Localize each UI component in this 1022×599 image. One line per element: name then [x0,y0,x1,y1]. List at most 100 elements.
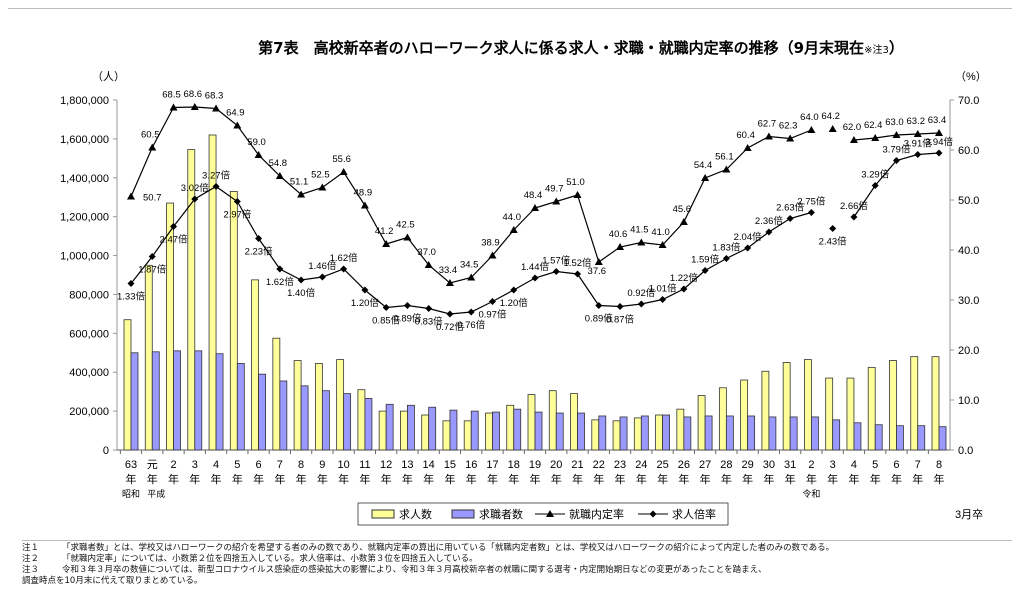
label-naitei-rate: 62.4 [864,120,883,131]
x-tick-suffix: 年 [785,472,796,486]
bar-kyushokushasu [300,385,309,451]
left-tick-label: 1,800,000 [60,95,109,107]
label-kyujin-bairitsu: 1.01倍 [649,283,677,295]
label-naitei-rate: 63.2 [906,116,925,127]
label-kyujin-bairitsu: 3.91倍 [904,138,932,150]
label-kyujin-bairitsu: 1.33倍 [117,291,145,303]
label-kyujin-bairitsu: 1.20倍 [500,297,528,309]
x-tick-suffix: 年 [593,472,604,486]
era-label: 昭和 [122,489,140,499]
x-tick-suffix: 年 [615,472,626,486]
bar-kyushokushasu [194,350,203,451]
bar-kyushokushasu [215,353,224,451]
point-kyujin-bairitsu [807,209,815,216]
bar-kyujinsu [846,377,855,451]
label-naitei-rate: 62.7 [758,119,777,130]
x-tick-label: 31 [784,459,796,471]
label-kyujin-bairitsu: 2.75倍 [797,196,825,208]
left-tick-label: 1,200,000 [60,212,109,224]
label-naitei-rate: 56.1 [715,152,734,163]
x-tick-label: 13 [401,459,413,471]
x-tick-label: 4 [851,459,857,471]
notes: 注１ 「求職者数」とは、学校又はハローワークの紹介を希望する者のみの数であり、就職… [22,540,1012,587]
bar-kyushokushasu [534,411,543,451]
label-kyujin-bairitsu: 0.89倍 [585,313,613,325]
legend-marker-diamond-icon [649,510,657,518]
label-kyujin-bairitsu: 0.92倍 [627,287,655,299]
point-naitei-rate [743,144,752,151]
bar-kyushokushasu [364,398,373,451]
label-naitei-rate: 54.4 [694,160,713,171]
bar-kyushokushasu [683,416,692,451]
x-tick-suffix: 年 [147,472,158,486]
x-tick-suffix: 年 [402,472,413,486]
right-tick-label: 20.0 [958,345,979,357]
bar-kyushokushasu [407,404,415,451]
label-kyujin-bairitsu: 1.52倍 [564,257,592,269]
label-kyujin-bairitsu: 0.83倍 [415,316,443,328]
point-kyujin-bairitsu [382,304,390,311]
point-naitei-rate [531,204,539,211]
x-tick-suffix: 年 [211,472,222,486]
point-naitei-rate [552,197,561,205]
bar-kyujinsu [655,414,663,451]
point-naitei-rate [233,121,242,129]
point-naitei-rate [701,174,710,181]
left-tick-label: 1,000,000 [60,251,109,263]
point-kyujin-bairitsu [659,296,667,303]
point-naitei-rate [254,151,263,158]
x-tick-suffix: 年 [572,472,583,486]
x-tick-label: 17 [486,459,498,471]
bar-kyushokushasu [449,409,458,451]
label-kyujin-bairitsu: 3.94倍 [925,136,953,148]
point-kyujin-bairitsu [510,286,518,294]
x-tick-suffix: 年 [806,472,817,486]
bar-kyushokushasu [513,408,522,451]
bar-kyushokushasu [173,350,181,451]
x-tick-suffix: 年 [827,472,838,486]
bar-kyujinsu [804,359,812,451]
label-kyujin-bairitsu: 0.97倍 [478,309,506,321]
bar-kyujinsu [612,420,621,451]
bar-kyujinsu [208,134,217,451]
legend-swatch-kyujinsu [371,509,395,519]
x-tick-label: 11 [359,459,370,471]
label-kyujin-bairitsu: 2.23倍 [245,246,273,258]
label-kyujin-bairitsu: 0.85倍 [372,315,400,327]
bar-kyujinsu [782,362,791,451]
label-naitei-rate: 38.9 [481,238,500,249]
point-kyujin-bairitsu [616,303,624,310]
x-tick-suffix: 年 [870,472,881,486]
label-kyujin-bairitsu: 2.63倍 [776,202,804,214]
bar-kyujinsu [591,419,600,451]
label-kyujin-bairitsu: 2.97倍 [223,209,251,221]
point-kyujin-bairitsu [765,228,773,236]
bar-kyujinsu [570,393,578,451]
point-kyujin-bairitsu [892,157,900,164]
label-naitei-rate: 68.6 [184,89,203,100]
label-kyujin-bairitsu: 0.89倍 [393,313,421,325]
point-naitei-rate [127,192,135,200]
footer-right-label: 3月卒 [955,507,983,521]
point-kyujin-bairitsu [722,255,730,262]
bar-kyujinsu [442,420,451,451]
point-naitei-rate [148,143,157,151]
bar-kyushokushasu [279,380,288,451]
bar-kyushokushasu [619,416,628,451]
bar-kyujinsu [825,377,834,451]
bar-kyujinsu [166,202,174,451]
label-naitei-rate: 44.0 [502,212,521,223]
label-naitei-rate: 54.8 [269,158,288,169]
x-tick-label: 29 [742,459,754,471]
x-tick-suffix: 年 [444,472,455,486]
note-label: 注１ [22,543,40,553]
x-tick-suffix: 年 [912,472,923,486]
point-naitei-rate [297,190,306,198]
label-kyujin-bairitsu: 3.29倍 [861,169,889,181]
left-tick-label: 0 [103,445,109,457]
bar-kyushokushasu [130,352,139,451]
point-naitei-rate [616,243,625,250]
point-naitei-rate [339,168,348,175]
note-text: 令和３年３月卒の数値については、新型コロナウイルス感染症の感染拡大の影響により、… [62,565,767,575]
